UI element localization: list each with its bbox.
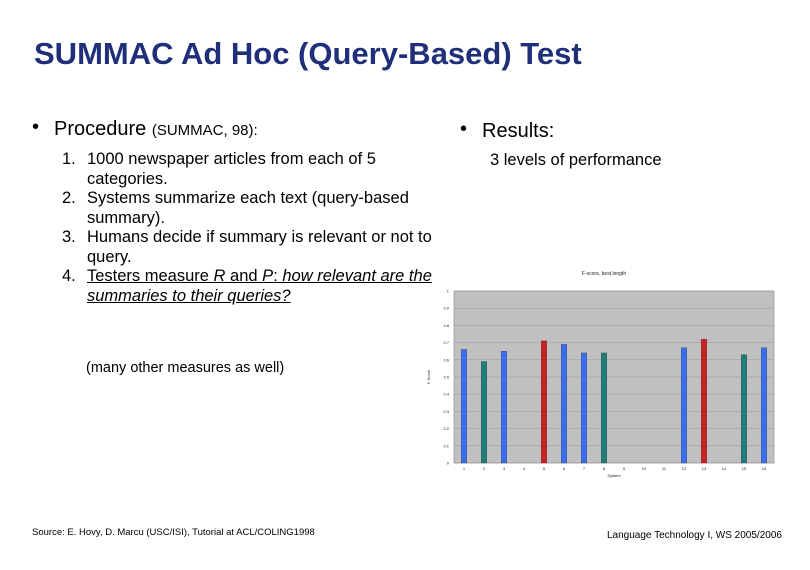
step-number: 1.: [62, 150, 76, 168]
x-tick-label: 16: [762, 466, 767, 471]
list-item: 1. 1000 newspaper articles from each of …: [62, 150, 442, 189]
step-text-r: R: [213, 267, 226, 285]
x-tick-label: 8: [603, 466, 606, 471]
step-text-colon: :: [273, 267, 278, 285]
x-tick-label: 10: [642, 466, 647, 471]
step-text-rest: how relevant are the summaries to their …: [87, 267, 432, 305]
bar-6: [561, 344, 567, 464]
bar-2: [481, 361, 487, 464]
performance-levels-text: 3 levels of performance: [490, 151, 662, 169]
step-text: Systems summarize each text (query-based…: [87, 189, 409, 227]
procedure-source: (SUMMAC, 98):: [151, 122, 258, 139]
y-tick-label: 0.6: [443, 357, 449, 362]
bar-5: [541, 340, 547, 464]
bar-7: [581, 352, 587, 464]
x-tick-label: 5: [543, 466, 546, 471]
step-text-and: and: [225, 267, 263, 285]
x-tick-label: 12: [682, 466, 687, 471]
bar-12: [681, 347, 687, 464]
procedure-label: Procedure: [54, 118, 147, 140]
x-tick-label: 11: [662, 466, 667, 471]
bar-13: [701, 339, 707, 464]
course-footer: Language Technology I, WS 2005/2006: [607, 530, 782, 541]
y-tick-label: 0.3: [443, 409, 449, 414]
procedure-bullet: • Procedure (SUMMAC, 98):: [32, 116, 258, 141]
list-item: 4. Testers measure R and P: how relevant…: [62, 267, 442, 306]
step-number: 3.: [62, 228, 76, 246]
step-number: 2.: [62, 189, 76, 207]
source-footer: Source: E. Hovy, D. Marcu (USC/ISI), Tut…: [32, 527, 315, 538]
step-text-prefix: Testers measure: [87, 267, 214, 285]
y-tick-label: 1: [447, 289, 450, 294]
x-tick-label: 15: [742, 466, 747, 471]
list-item: 2. Systems summarize each text (query-ba…: [62, 189, 442, 228]
y-tick-label: 0.2: [443, 426, 449, 431]
y-tick-label: 0.9: [443, 306, 449, 311]
y-tick-label: 0.5: [443, 375, 449, 380]
y-axis-label: F-Score: [426, 369, 431, 384]
y-tick-label: 0: [447, 461, 450, 466]
x-tick-label: 1: [463, 466, 466, 471]
slide-title: SUMMAC Ad Hoc (Query-Based) Test: [34, 36, 582, 71]
fscore-chart-svg: F-score, best length 0 0.1 0.2 0.3 0.4 0.5 0.6 0…: [426, 271, 775, 478]
x-axis-label: System: [607, 473, 621, 478]
y-tick-label: 0.7: [443, 340, 449, 345]
x-tick-label: 7: [583, 466, 586, 471]
step-number: 4.: [62, 267, 76, 285]
bar-16: [761, 347, 767, 464]
fscore-chart: F-score, best length 0 0.1 0.2 0.3 0.4 0.5 0.6 0…: [420, 265, 780, 490]
bullet-dot-results: •: [460, 118, 468, 140]
chart-title: F-score, best length: [582, 271, 626, 277]
measures-note: (many other measures as well): [86, 360, 285, 376]
y-tick-label: 0.4: [443, 392, 449, 397]
results-label: Results:: [482, 120, 555, 142]
x-tick-label: 14: [722, 466, 727, 471]
x-tick-label: 6: [563, 466, 566, 471]
x-tick-label: 4: [523, 466, 526, 471]
x-tick-label: 13: [702, 466, 707, 471]
results-bullet: • Results:: [460, 118, 555, 143]
x-tick-label: 3: [503, 466, 506, 471]
bar-15: [741, 354, 747, 464]
bar-3: [501, 351, 507, 464]
bullet-dot-procedure: •: [32, 116, 40, 138]
x-tick-label: 2: [483, 466, 486, 471]
bar-8: [601, 352, 607, 464]
list-item: 3. Humans decide if summary is relevant …: [62, 228, 442, 267]
x-tick-label: 9: [623, 466, 626, 471]
y-tick-label: 0.1: [443, 443, 449, 448]
step-text: Humans decide if summary is relevant or …: [87, 228, 432, 266]
procedure-steps: 1. 1000 newspaper articles from each of …: [62, 150, 442, 306]
step-text: 1000 newspaper articles from each of 5 c…: [87, 150, 376, 188]
bar-1: [461, 349, 467, 464]
step-text-p: P: [262, 267, 274, 285]
y-tick-label: 0.8: [443, 323, 449, 328]
